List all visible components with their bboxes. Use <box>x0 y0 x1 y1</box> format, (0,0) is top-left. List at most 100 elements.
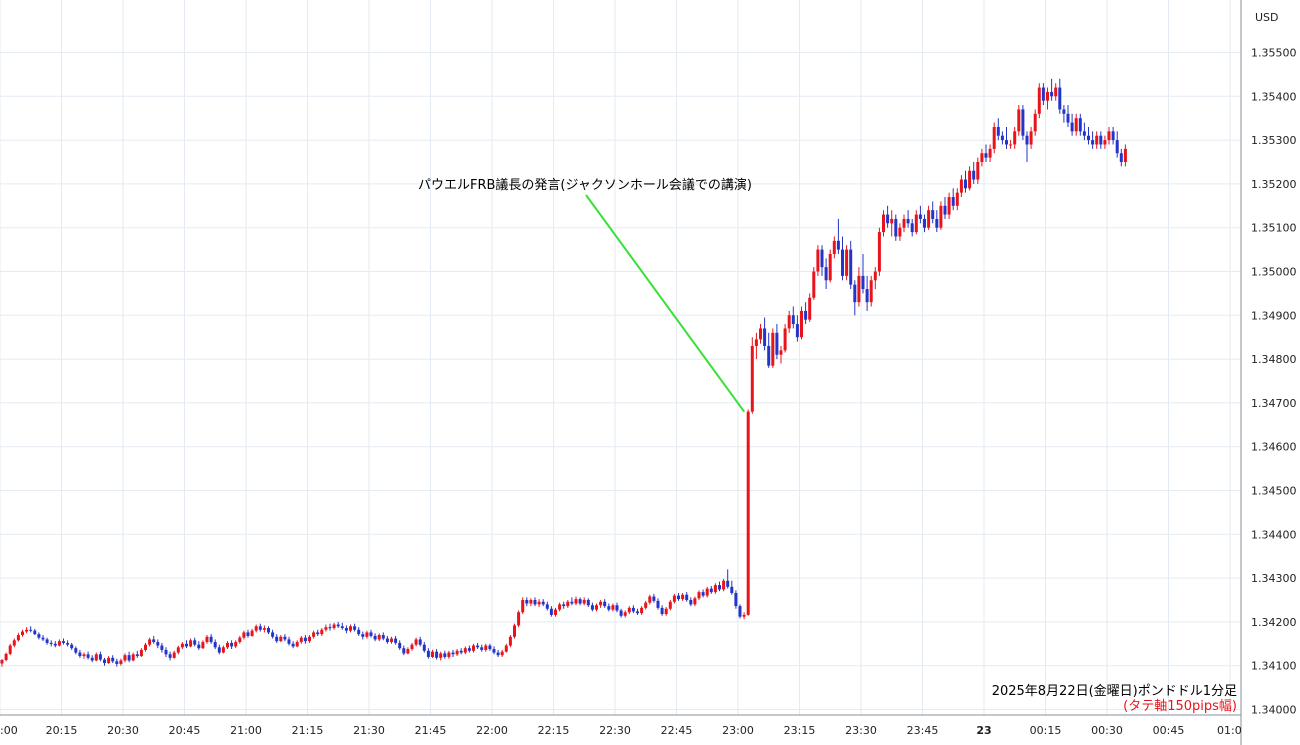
candle-body <box>808 297 812 320</box>
candle-body <box>250 630 254 636</box>
candle-body <box>381 635 385 639</box>
candle-body <box>406 649 410 654</box>
candle-body <box>1037 87 1041 114</box>
candle-body <box>976 162 980 180</box>
candle <box>931 201 935 224</box>
candle-body <box>1095 135 1099 145</box>
candle-body <box>316 632 320 635</box>
candle-body <box>439 653 443 658</box>
candle <box>340 622 344 630</box>
candle-body <box>209 636 213 643</box>
candle-body <box>16 635 20 641</box>
candle-body <box>74 648 78 653</box>
candle-body <box>1058 87 1062 110</box>
candle <box>558 602 562 612</box>
candle-body <box>414 639 418 645</box>
candle-body <box>545 604 549 609</box>
candle-body <box>357 629 361 635</box>
candle-body <box>21 631 24 636</box>
candle <box>406 647 410 655</box>
candle-body <box>484 645 488 650</box>
candle-body <box>742 614 746 617</box>
candle-body <box>554 609 557 615</box>
candle-body <box>226 642 229 648</box>
candle <box>480 644 484 652</box>
candle-body <box>590 605 594 610</box>
candle-body <box>115 661 119 664</box>
candle <box>640 606 644 615</box>
candle <box>574 596 578 606</box>
candle <box>1099 131 1103 149</box>
candle <box>1070 113 1074 136</box>
candle-body <box>29 629 33 631</box>
candle <box>841 236 844 281</box>
candle <box>861 253 865 294</box>
candle <box>344 625 348 634</box>
candle-body <box>447 652 451 657</box>
candle-body <box>49 642 53 644</box>
candle <box>545 601 549 611</box>
candle <box>537 599 541 608</box>
candle <box>652 593 656 603</box>
candle <box>476 642 480 650</box>
candle-body <box>869 280 873 303</box>
candle <box>586 598 590 608</box>
candle <box>160 642 164 653</box>
candle-body <box>918 214 922 219</box>
candle-body <box>238 637 242 643</box>
candle <box>1013 126 1017 149</box>
candle <box>172 650 176 659</box>
candle-body <box>619 610 623 616</box>
candle <box>176 645 180 655</box>
candle <box>554 607 557 617</box>
candle <box>353 623 357 632</box>
candle-body <box>599 601 603 606</box>
candle-body <box>426 650 430 657</box>
candle-body <box>213 642 217 648</box>
candle <box>21 629 24 637</box>
candle-body <box>1062 109 1066 114</box>
candle <box>201 640 205 650</box>
candle-body <box>894 218 898 237</box>
candle <box>500 649 504 657</box>
candle <box>418 636 422 647</box>
candle <box>111 655 115 664</box>
candle <box>570 597 574 606</box>
candle-body <box>361 634 365 637</box>
candle-body <box>62 641 65 643</box>
candles <box>0 78 1127 667</box>
candle <box>53 641 57 648</box>
candle-body <box>705 588 709 596</box>
candle <box>660 605 664 616</box>
time-tick-label: 00:45 <box>1153 724 1185 737</box>
candle-body <box>718 585 721 590</box>
candle-body <box>467 648 471 651</box>
candle <box>242 630 246 640</box>
candle <box>677 592 680 601</box>
candle <box>320 628 324 636</box>
time-tick-label: 22:15 <box>538 724 570 737</box>
candle <box>422 642 426 653</box>
candle <box>308 635 311 643</box>
candle <box>746 409 750 616</box>
candle <box>923 214 926 233</box>
candle <box>738 604 742 619</box>
candle-body <box>291 643 295 647</box>
candle <box>521 597 525 615</box>
candle-body <box>258 626 262 630</box>
candle <box>504 643 508 653</box>
price-tick-label: 1.34100 <box>1251 660 1297 673</box>
candle <box>709 585 713 594</box>
candle <box>496 649 500 657</box>
candle-body <box>935 218 939 228</box>
candle-body <box>648 596 652 603</box>
candle-body <box>45 639 49 643</box>
candle <box>381 632 385 641</box>
time-tick-labels: :00 20:15 20:30 20:45 21:00 21:15 21:30 21:45 22… <box>0 724 1242 737</box>
candle-body <box>4 653 8 661</box>
candle-body <box>332 624 336 629</box>
candle <box>935 210 939 233</box>
candle <box>517 610 521 628</box>
candle-body <box>1103 140 1107 145</box>
candle <box>369 629 373 638</box>
